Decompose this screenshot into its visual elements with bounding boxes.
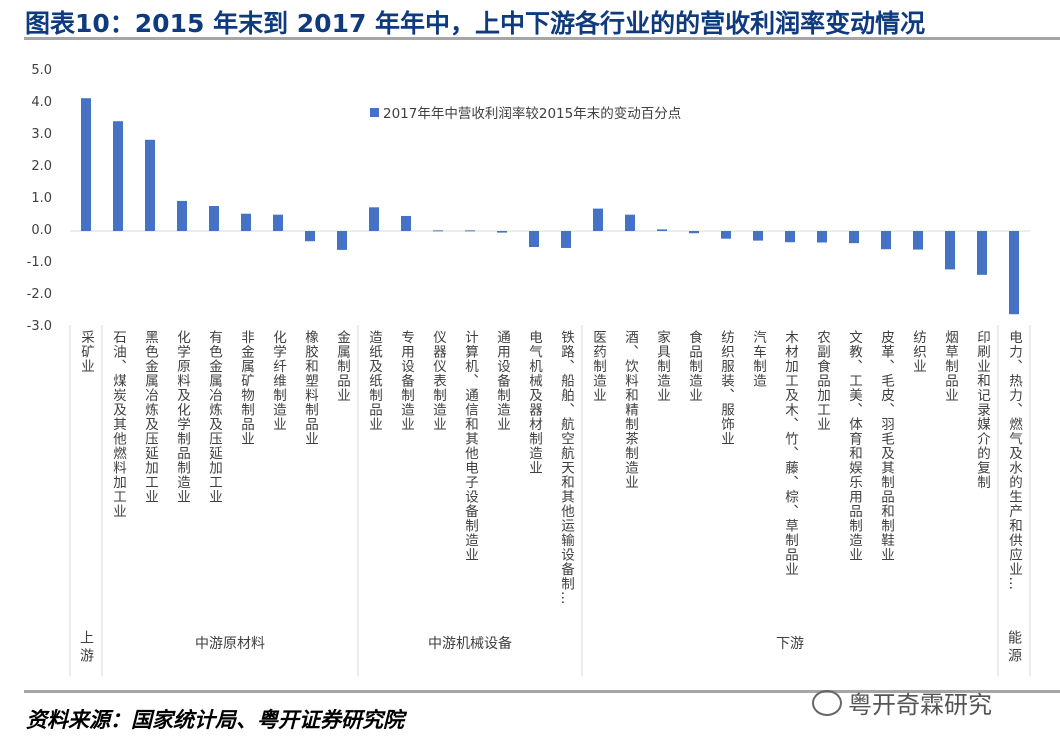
source-note: 资料来源：国家统计局、粤开证券研究院	[26, 708, 404, 732]
x-tick-label: 家具制造业	[654, 330, 670, 403]
group-label: 下游	[776, 636, 804, 652]
bar	[529, 231, 539, 247]
legend-swatch	[370, 107, 379, 117]
y-tick-label: -1.0	[26, 255, 52, 270]
x-tick-label: 电力、热力、燃气及水的生产和供应业…	[1006, 330, 1022, 591]
x-tick-label: 计算机、通信和其他电子设备制造业	[462, 330, 478, 562]
x-tick-label: 酒、饮料和精制茶制造业	[622, 330, 638, 490]
x-tick-label: 化学原料及化学制品制造业	[174, 330, 190, 504]
x-tick-label: 医药制造业	[590, 330, 606, 403]
x-tick-label: 食品制造业	[686, 330, 702, 403]
x-tick-label: 仪器仪表制造业	[430, 330, 446, 432]
y-tick-label: 5.0	[31, 63, 52, 78]
bar	[113, 121, 123, 231]
y-tick-label: 4.0	[31, 95, 52, 110]
footer-divider	[24, 690, 1060, 693]
watermark-text: 粤开奇霖研究	[848, 691, 992, 719]
x-tick-label: 专用设备制造业	[398, 330, 414, 432]
x-tick-label: 有色金属冶炼及压延加工业	[206, 330, 222, 504]
bar	[913, 231, 923, 250]
y-tick-label: -2.0	[26, 287, 52, 302]
bar	[433, 230, 443, 232]
bar	[849, 231, 859, 244]
x-tick-label: 汽车制造	[750, 330, 766, 388]
bar	[593, 208, 603, 231]
x-tick-label: 印刷业和记录媒介的复制	[974, 330, 990, 490]
bar	[497, 231, 507, 233]
bar	[561, 231, 571, 248]
bar	[81, 98, 91, 231]
group-label: 中游机械设备	[428, 636, 512, 652]
legend-label: 2017年年中营收利润率较2015年末的变动百分点	[383, 106, 682, 122]
group-label: 能源	[1006, 630, 1022, 666]
y-tick-label: 3.0	[31, 127, 52, 142]
x-tick-label: 石油、煤炭及其他燃料加工业	[110, 330, 126, 519]
x-tick-label: 纺织服装、服饰业	[718, 330, 734, 446]
bar	[945, 231, 955, 270]
x-tick-label: 纺织业	[910, 330, 926, 374]
bar	[305, 231, 315, 242]
x-tick-label: 皮革、毛皮、羽毛及其制品和制鞋业	[878, 330, 894, 562]
y-tick-label: 0.0	[31, 223, 52, 238]
bar	[721, 231, 731, 239]
bar	[241, 213, 251, 231]
x-tick-label: 非金属矿物制品业	[238, 330, 254, 446]
bar	[145, 139, 155, 231]
bar	[881, 231, 891, 250]
x-tick-label: 农副食品加工业	[814, 330, 830, 432]
bar	[465, 230, 475, 232]
x-tick-label: 金属制品业	[334, 330, 350, 403]
x-tick-label: 采矿业	[78, 330, 94, 374]
x-tick-label: 橡胶和塑料制品业	[302, 330, 318, 446]
bar	[1009, 231, 1019, 315]
group-label: 中游原材料	[195, 636, 265, 652]
chart-title: 图表10：2015 年末到 2017 年年中，上中下游各行业的的营收利润率变动情…	[25, 9, 926, 38]
bar	[977, 231, 987, 275]
bar	[785, 231, 795, 243]
bar	[625, 214, 635, 231]
x-tick-label: 黑色金属冶炼及压延加工业	[142, 330, 158, 504]
bar	[209, 206, 219, 231]
watermark: 粤开奇霖研究	[812, 685, 992, 720]
x-tick-label: 铁路、船舶、航空航天和其他运输设备制…	[558, 330, 574, 606]
x-tick-label: 木材加工及木、竹、藤、棕、草制品业	[782, 330, 798, 577]
bar	[273, 214, 283, 231]
bar	[817, 231, 827, 243]
y-tick-label: -3.0	[26, 319, 52, 334]
bar	[337, 231, 347, 250]
x-tick-label: 文教、工美、体育和娱乐用品制造业	[846, 330, 862, 562]
bar	[657, 229, 667, 231]
x-tick-label: 造纸及纸制品业	[366, 330, 382, 432]
y-tick-label: 2.0	[31, 159, 52, 174]
wechat-icon	[812, 689, 842, 716]
x-tick-label: 化学纤维制造业	[270, 330, 286, 432]
bar	[689, 231, 699, 234]
x-tick-label: 通用设备制造业	[494, 330, 510, 432]
group-label: 上游	[78, 630, 94, 666]
y-tick-label: 1.0	[31, 191, 52, 206]
bar	[753, 231, 763, 241]
bar	[177, 200, 187, 231]
legend: 2017年年中营收利润率较2015年末的变动百分点	[370, 102, 681, 122]
title-divider	[24, 37, 1060, 40]
x-tick-label: 烟草制品业	[942, 330, 958, 403]
x-tick-label: 电气机械及器材制造业	[526, 330, 542, 475]
bar	[401, 215, 411, 231]
bar	[369, 207, 379, 231]
